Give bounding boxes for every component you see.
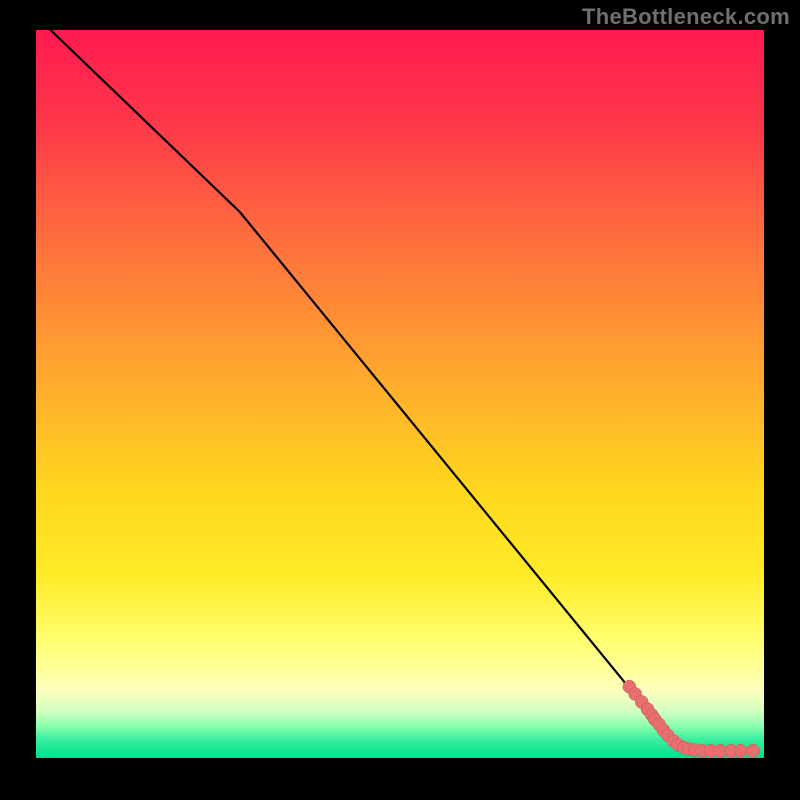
data-marker [747, 744, 760, 757]
chart-plot [0, 0, 800, 800]
gradient-background [36, 30, 764, 758]
watermark-text: TheBottleneck.com [582, 4, 790, 30]
data-marker [734, 744, 747, 757]
chart-canvas: TheBottleneck.com [0, 0, 800, 800]
